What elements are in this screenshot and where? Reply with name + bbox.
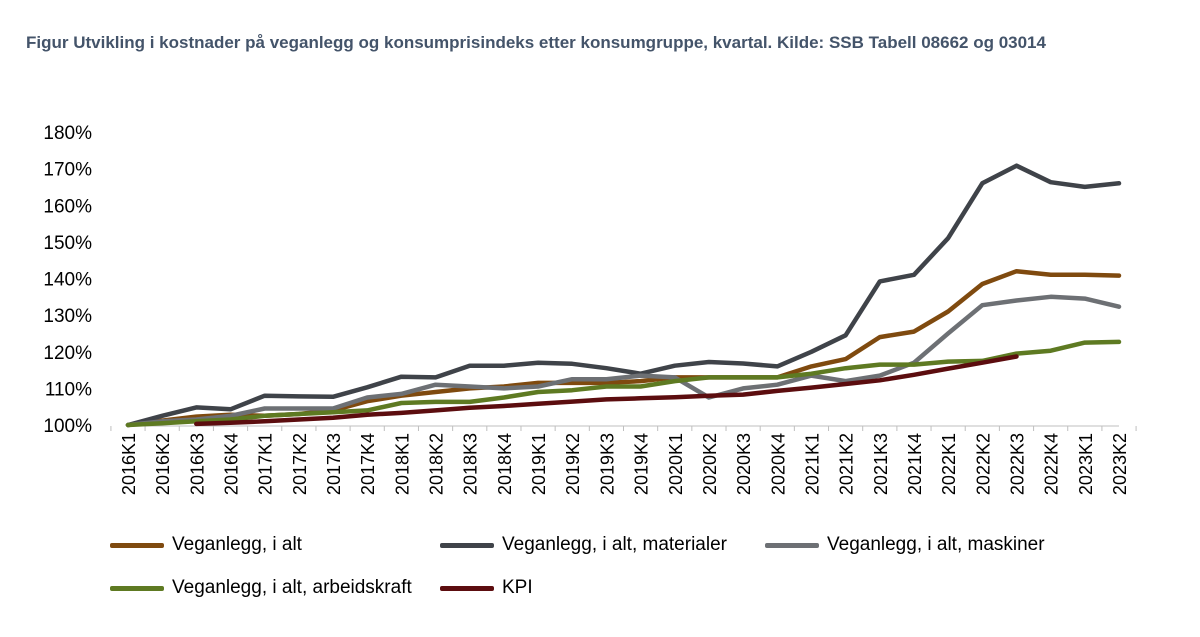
legend-label: KPI xyxy=(502,577,533,598)
x-tick-label: 2017K2 xyxy=(290,433,310,495)
legend-swatch xyxy=(765,542,819,548)
legend-item: Veganlegg, i alt, materialer xyxy=(440,534,727,556)
x-tick-label: 2016K4 xyxy=(222,433,242,495)
legend-item: Veganlegg, i alt, maskiner xyxy=(765,534,1045,556)
series-line-3 xyxy=(125,294,1122,428)
legend-label: Veganlegg, i alt, materialer xyxy=(502,534,727,555)
x-tick-label: 2016K1 xyxy=(119,433,139,495)
x-tick-label: 2019K3 xyxy=(597,433,617,495)
x-tick-label: 2020K1 xyxy=(666,433,686,495)
y-tick-label: 170% xyxy=(43,160,92,181)
x-tick-label: 2017K1 xyxy=(256,433,276,495)
x-tick-label: 2016K2 xyxy=(153,433,173,495)
y-tick-label: 130% xyxy=(43,306,92,327)
y-tick-label: 110% xyxy=(45,379,92,400)
x-tick-label: 2018K2 xyxy=(427,433,447,495)
legend-swatch xyxy=(110,585,164,591)
x-tick-label: 2022K2 xyxy=(973,433,993,495)
legend-label: Veganlegg, i alt, arbeidskraft xyxy=(172,577,412,598)
x-tick-label: 2018K1 xyxy=(392,433,412,495)
x-tick-label: 2022K1 xyxy=(939,433,959,495)
x-tick-label: 2022K3 xyxy=(1007,433,1027,495)
x-tick-label: 2018K3 xyxy=(461,433,481,495)
series-line-5 xyxy=(194,354,1019,427)
x-tick-label: 2023K2 xyxy=(1110,433,1130,495)
chart-title: Figur Utvikling i kostnader på veganlegg… xyxy=(26,33,1046,52)
x-axis: 2016K1 2016K2 2016K3 2016K4 2017K1 2017K2 2017… xyxy=(110,425,1137,495)
x-tick-label: 2021K3 xyxy=(871,433,891,495)
legend-item: Veganlegg, i alt xyxy=(110,534,302,556)
x-tick-label: 2020K2 xyxy=(700,433,720,495)
x-tick-label: 2019K2 xyxy=(563,433,583,495)
y-tick-label: 150% xyxy=(43,233,92,254)
legend-item: Veganlegg, i alt, arbeidskraft xyxy=(110,577,412,599)
y-tick-label: 100% xyxy=(43,416,92,437)
x-tick-label: 2023K1 xyxy=(1076,433,1096,495)
x-tick-label: 2021K4 xyxy=(905,433,925,495)
x-tick-label: 2018K4 xyxy=(495,433,515,495)
legend-label: Veganlegg, i alt xyxy=(172,534,302,555)
y-tick-label: 160% xyxy=(43,196,92,217)
legend-label: Veganlegg, i alt, maskiner xyxy=(827,534,1045,555)
series-line-1 xyxy=(125,268,1122,428)
legend-swatch xyxy=(110,542,164,548)
y-tick-label: 140% xyxy=(43,270,92,291)
y-tick-label: 120% xyxy=(43,343,92,364)
x-tick-label: 2017K4 xyxy=(358,433,378,495)
legend-swatch xyxy=(440,585,494,591)
y-tick-label: 180% xyxy=(43,123,92,144)
legend-item: KPI xyxy=(440,577,533,599)
y-axis: 100% 110% 120% 130% 140% 150% 160% 170% 180% xyxy=(43,123,92,437)
x-tick-label: 2020K4 xyxy=(768,433,788,495)
x-tick-label: 2021K2 xyxy=(837,433,857,495)
legend-swatch xyxy=(440,542,494,548)
x-tick-label: 2017K3 xyxy=(324,433,344,495)
x-tick-label: 2020K3 xyxy=(734,433,754,495)
series-line-4 xyxy=(125,339,1122,428)
x-tick-label: 2021K1 xyxy=(802,433,822,495)
chart-legend: Veganlegg, i alt Veganlegg, i alt, materi… xyxy=(110,534,1110,614)
x-tick-label: 2019K1 xyxy=(529,433,549,495)
x-tick-label: 2016K3 xyxy=(187,433,207,495)
series-line-2 xyxy=(125,163,1122,428)
x-tick-label: 2022K4 xyxy=(1042,433,1062,495)
series-lines xyxy=(125,163,1122,428)
x-tick-label: 2019K4 xyxy=(632,433,652,495)
